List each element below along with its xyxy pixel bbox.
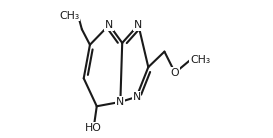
Text: O: O — [171, 68, 179, 78]
Text: CH₃: CH₃ — [59, 11, 79, 21]
Text: N: N — [116, 97, 124, 107]
Text: N: N — [105, 20, 113, 30]
Text: N: N — [132, 92, 141, 102]
Text: N: N — [134, 20, 143, 30]
Text: CH₃: CH₃ — [190, 55, 210, 65]
Text: HO: HO — [85, 123, 102, 133]
